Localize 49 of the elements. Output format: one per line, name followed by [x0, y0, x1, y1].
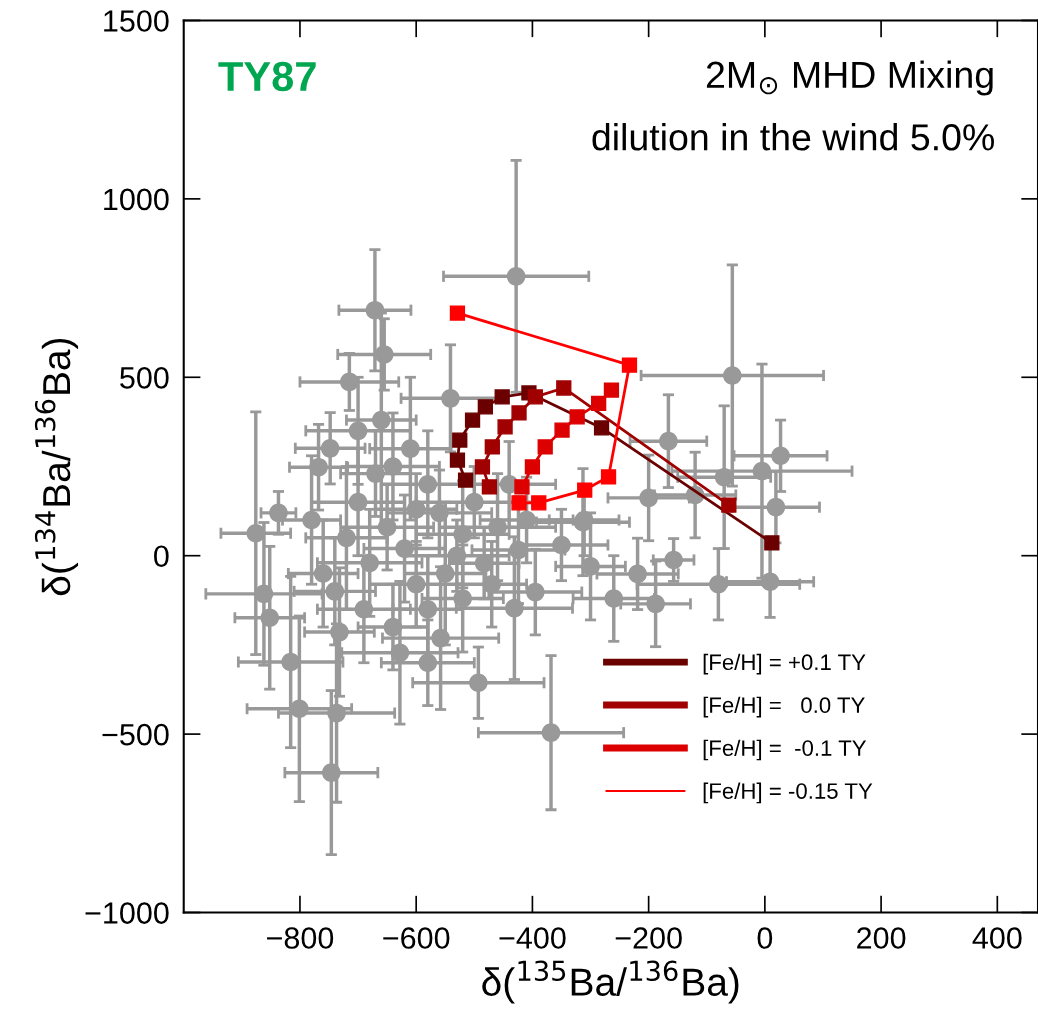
point	[514, 479, 530, 495]
point	[474, 459, 491, 475]
point	[494, 389, 510, 405]
y-tick-label: 1000	[104, 188, 169, 211]
point	[554, 422, 570, 438]
x-tick-label: −800	[267, 927, 334, 949]
y-axis-title: δ($^{134}$Ba/$^{136}$Ba)	[34, 338, 79, 596]
point	[577, 482, 593, 498]
annotation: TY87	[218, 61, 316, 92]
point	[569, 409, 585, 425]
point	[452, 432, 468, 448]
x-tick-label: −200	[615, 927, 682, 949]
point	[457, 472, 474, 488]
point	[621, 357, 638, 373]
legend-label: [Fe/H] = 0.0 TY	[703, 696, 865, 718]
legend-label: [Fe/H] = +0.1 TY	[703, 653, 866, 675]
y-tick-label: 1500	[104, 10, 169, 32]
point	[481, 479, 498, 495]
y-tick-label: −1000	[85, 902, 169, 924]
legend-label: [Fe/H] = -0.15 TY	[703, 782, 873, 804]
point	[524, 459, 541, 475]
point	[603, 382, 620, 398]
x-axis-title: δ($^{135}$Ba/$^{136}$Ba)	[482, 960, 739, 1004]
annotation: 2M$_{⊙}$ MHD Mixing	[706, 60, 993, 96]
annotation: dilution in the wind 5.0%	[592, 123, 994, 151]
point	[477, 399, 493, 415]
x-tick-label: −400	[499, 927, 566, 949]
x-tick-label: 200	[857, 927, 906, 949]
point	[484, 439, 500, 455]
point	[449, 452, 466, 468]
y-tick-label: −500	[102, 723, 169, 746]
x-tick-label: 0	[757, 927, 773, 949]
point	[511, 405, 527, 421]
point	[531, 495, 547, 511]
point	[527, 389, 543, 405]
point	[449, 305, 466, 321]
point	[556, 380, 572, 396]
point	[511, 495, 527, 511]
y-tick-label: 0	[154, 545, 169, 568]
point	[497, 419, 513, 435]
point	[464, 412, 481, 428]
point	[537, 439, 553, 455]
x-tick-label: 400	[972, 927, 1022, 949]
point	[591, 395, 607, 411]
x-tick-label: −600	[383, 927, 450, 949]
y-tick-label: 500	[120, 367, 169, 389]
point	[593, 420, 610, 436]
point	[600, 469, 617, 485]
legend-label: [Fe/H] = -0.1 TY	[703, 739, 867, 761]
